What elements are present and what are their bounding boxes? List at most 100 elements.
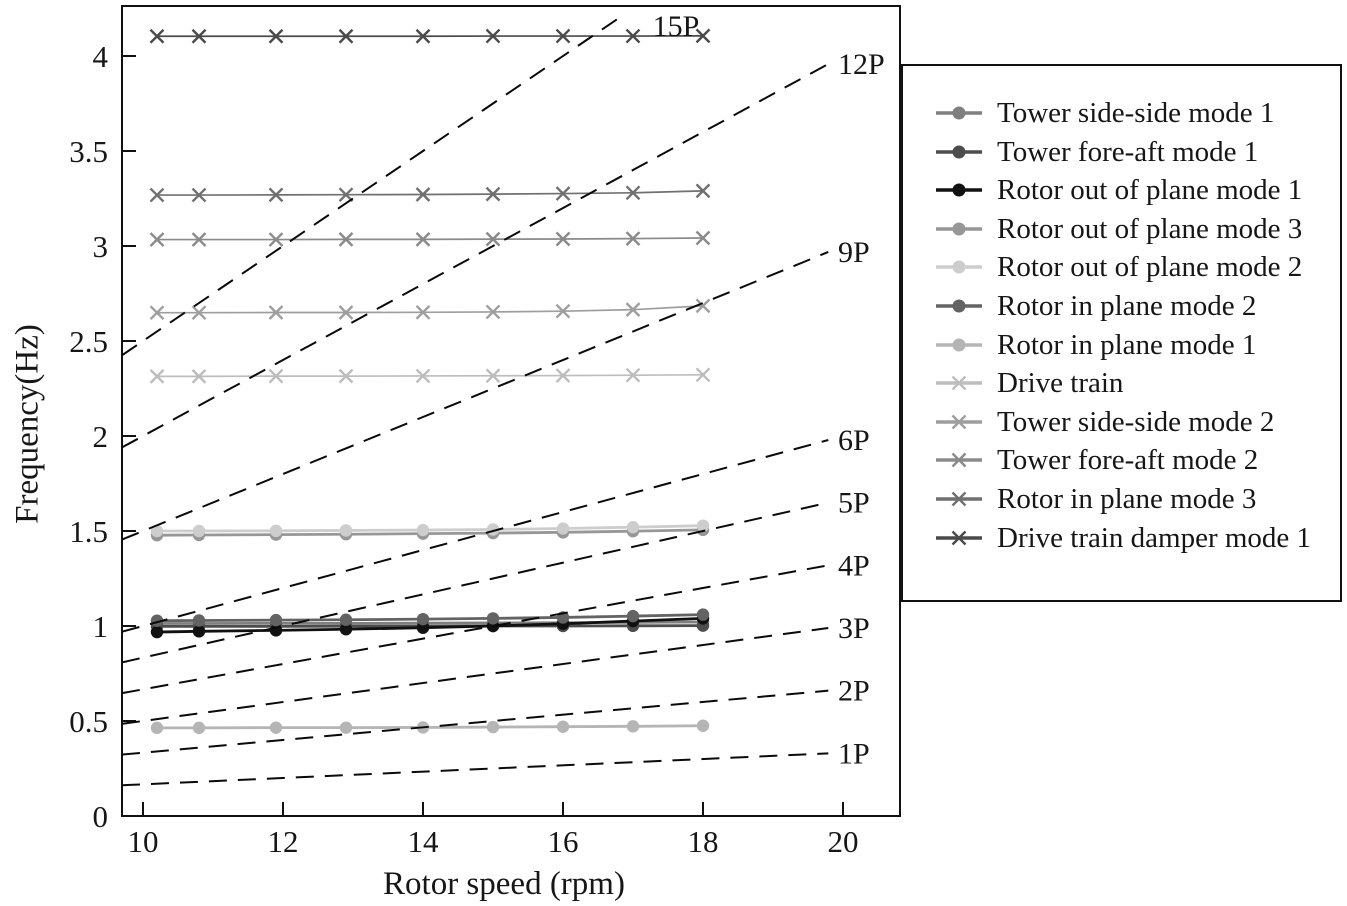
- data-point-circle-icon: [269, 721, 283, 734]
- harmonic-lines: 1P 2P 3P 4P 5P 6P 9P 12P 15P: [121, 10, 885, 787]
- data-point-x-icon: [415, 232, 431, 247]
- legend-item-rotor-in-plane-mode-3: Rotor in plane mode 3: [903, 484, 1256, 514]
- data-point-circle-icon: [626, 521, 640, 534]
- data-point-circle-icon: [269, 613, 283, 627]
- data-point-x-icon: [625, 28, 641, 44]
- y-tick-label: 0.5: [69, 704, 108, 739]
- series-tower-fore-aft-mode-2: [149, 230, 711, 247]
- data-point-x-icon: [555, 368, 571, 383]
- legend-marker-x-icon: [936, 530, 982, 545]
- harmonic-label-5p: 5P: [838, 487, 870, 520]
- data-point-x-icon: [485, 186, 501, 202]
- data-point-x-icon: [338, 28, 354, 44]
- data-point-x-icon: [625, 367, 641, 383]
- data-point-x-icon: [268, 305, 284, 320]
- legend-item-tower-side-side-mode-1: Tower side-side mode 1: [903, 98, 1274, 128]
- legend-item-rotor-in-plane-mode-1: Rotor in plane mode 1: [903, 330, 1256, 360]
- data-point-circle-icon: [192, 524, 206, 538]
- legend-item-label: Rotor in plane mode 1: [997, 328, 1257, 361]
- data-point-x-icon: [415, 187, 431, 202]
- data-point-x-icon: [191, 28, 207, 44]
- y-axis-label: Frequency(Hz): [9, 324, 46, 524]
- data-point-x-icon: [191, 305, 207, 321]
- data-point-circle-icon: [486, 612, 500, 625]
- data-point-circle-icon: [416, 612, 430, 626]
- data-point-x-icon: [338, 305, 354, 320]
- data-point-x-icon: [191, 187, 207, 203]
- legend-marker-circle-icon: [936, 183, 982, 197]
- data-point-x-icon: [485, 28, 501, 44]
- plot-frame: [121, 5, 901, 817]
- y-tick-label: 0: [93, 799, 109, 834]
- data-point-x-icon: [415, 368, 431, 384]
- data-point-x-icon: [625, 185, 641, 201]
- legend-item-rotor-out-of-plane-mode-2: Rotor out of plane mode 2: [903, 252, 1302, 282]
- y-tick-label: 3: [93, 229, 109, 264]
- data-point-circle-icon: [192, 625, 206, 638]
- data-point-circle-icon: [626, 720, 640, 733]
- harmonic-line-3p: [121, 627, 829, 725]
- x-tick-label: 16: [548, 824, 579, 859]
- harmonic-label-2p: 2P: [838, 675, 870, 708]
- legend-item-rotor-in-plane-mode-2: Rotor in plane mode 2: [903, 291, 1256, 321]
- y-tick-label: 1.5: [69, 514, 108, 549]
- series-line: [156, 613, 704, 623]
- data-point-circle-icon: [416, 523, 430, 537]
- legend-marker-circle-icon: [936, 222, 982, 236]
- data-point-circle-icon: [339, 613, 353, 626]
- series-rotor-in-plane-mode-3: [149, 183, 711, 203]
- data-point-x-icon: [191, 368, 207, 384]
- series-drive-train-damper-mode-1: [149, 28, 711, 44]
- data-point-circle-icon: [339, 623, 353, 636]
- legend-item-label: Tower side-side mode 2: [997, 405, 1275, 438]
- data-point-circle-icon: [626, 609, 640, 623]
- data-point-circle-icon: [556, 720, 570, 733]
- legend: Tower side-side mode 1 Tower fore-aft mod…: [901, 64, 1342, 602]
- harmonic-line-2p: [121, 689, 829, 756]
- data-point-circle-icon: [192, 721, 206, 735]
- x-axis-label: Rotor speed (rpm): [383, 866, 625, 902]
- legend-marker-circle-icon: [936, 145, 982, 159]
- data-point-x-icon: [338, 232, 354, 247]
- y-tick-label: 2.5: [69, 324, 108, 359]
- data-point-x-icon: [338, 368, 354, 384]
- legend-item-label: Rotor out of plane mode 2: [997, 251, 1303, 284]
- harmonic-label-15p: 15P: [653, 10, 700, 43]
- legend-marker-circle-icon: [936, 338, 982, 352]
- x-tick-label: 12: [268, 824, 299, 859]
- legend-item-rotor-out-of-plane-mode-1: Rotor out of plane mode 1: [903, 175, 1302, 205]
- series-tower-side-side-mode-2: [149, 298, 711, 321]
- legend-item-rotor-out-of-plane-mode-3: Rotor out of plane mode 3: [903, 214, 1302, 244]
- harmonic-line-1p: [121, 752, 829, 787]
- data-point-x-icon: [268, 28, 284, 44]
- legend-marker-circle-icon: [936, 106, 982, 120]
- data-point-circle-icon: [192, 614, 206, 627]
- data-point-circle-icon: [339, 721, 353, 734]
- data-point-x-icon: [415, 304, 431, 320]
- legend-item-drive-train-damper-mode-1: Drive train damper mode 1: [903, 523, 1311, 553]
- data-point-x-icon: [338, 187, 354, 203]
- data-point-x-icon: [268, 187, 284, 203]
- data-point-x-icon: [485, 304, 501, 320]
- legend-item-label: Tower fore-aft mode 2: [997, 444, 1259, 477]
- data-point-circle-icon: [556, 522, 570, 535]
- data-point-circle-icon: [416, 621, 430, 634]
- legend-marker-x-icon: [936, 491, 982, 507]
- legend-item-label: Drive train: [997, 367, 1124, 400]
- harmonic-line-6p: [121, 439, 829, 633]
- legend-item-tower-side-side-mode-2: Tower side-side mode 2: [903, 407, 1274, 437]
- x-tick-label: 10: [128, 824, 159, 859]
- legend-item-label: Rotor out of plane mode 3: [997, 212, 1303, 245]
- data-point-x-icon: [485, 231, 501, 247]
- harmonic-label-9p: 9P: [838, 236, 870, 269]
- data-point-x-icon: [555, 231, 571, 247]
- legend-item-label: Rotor in plane mode 3: [997, 483, 1257, 515]
- legend-item-tower-fore-aft-mode-1: Tower fore-aft mode 1: [903, 137, 1258, 167]
- legend-item-tower-fore-aft-mode-2: Tower fore-aft mode 2: [903, 445, 1258, 475]
- data-point-circle-icon: [339, 524, 353, 537]
- data-point-x-icon: [415, 28, 431, 44]
- x-tick-label: 14: [408, 824, 440, 859]
- series-rotor-in-plane-mode-2: [150, 608, 710, 627]
